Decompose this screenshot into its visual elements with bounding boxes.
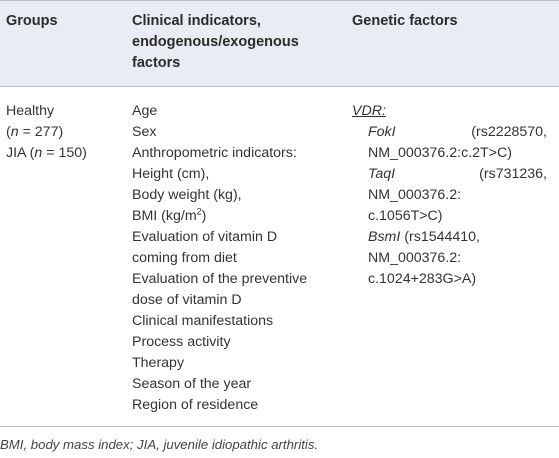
groups-column: Healthy (n = 277) JIA (n = 150) <box>6 101 87 164</box>
variant-bsml-nm2: c.1024+283G>A) <box>368 271 477 287</box>
clinical-item: Region of residence <box>132 397 259 413</box>
variant-bsml-nm1: NM_000376.2: <box>368 250 462 266</box>
clinical-item: Anthropometric indicators: <box>132 145 297 161</box>
genetic-column: VDR: FokI (rs2228570, NM_000376.2:c.2T>C… <box>352 101 547 290</box>
header-clinical-line1: Clinical indicators, <box>132 13 261 29</box>
clinical-item: Season of the year <box>132 376 252 392</box>
variant-taql-row: TaqI (rs731236, <box>368 164 547 185</box>
clinical-item-bmi: BMI (kg/m2) <box>132 206 207 224</box>
header-genetic: Genetic factors <box>352 13 458 29</box>
variant-taql-name: TaqI <box>368 166 396 182</box>
header-clinical-line2: endogenous/exogenous <box>132 34 299 50</box>
clinical-item: coming from diet <box>132 250 237 266</box>
variant-fokl-name: FokI <box>368 124 396 140</box>
group-healthy-label: Healthy <box>6 103 55 119</box>
variant-fokl-nm: NM_000376.2:c.2T>C) <box>368 145 512 161</box>
clinical-item: dose of vitamin D <box>132 292 242 308</box>
clinical-item: Age <box>132 103 158 119</box>
group-healthy-n: (n = 277) <box>6 124 64 140</box>
header-clinical-line3: factors <box>132 55 181 71</box>
variant-bsml-row: BsmI (rs1544410, <box>368 227 547 248</box>
table-bottom-rule <box>0 426 559 427</box>
clinical-item: Sex <box>132 124 157 140</box>
clinical-item: Body weight (kg), <box>132 187 242 203</box>
variant-bsml-name: BsmI <box>368 229 401 245</box>
header-divider <box>0 86 559 87</box>
clinical-item: Therapy <box>132 355 185 371</box>
clinical-item: Height (cm), <box>132 166 210 182</box>
header-clinical: Clinical indicators, endogenous/exogenou… <box>132 11 299 74</box>
clinical-item: Process activity <box>132 334 231 350</box>
table-footnote: BMI, body mass index; JIA, juvenile idio… <box>0 437 319 452</box>
variant-taql-rs: (rs731236, <box>479 166 547 182</box>
group-jia: JIA (n = 150) <box>6 145 87 161</box>
variant-bsml-rs: (rs1544410, <box>404 229 480 245</box>
variant-taql-nm2: c.1056T>C) <box>368 208 443 224</box>
variant-fokl-rs: (rs2228570, <box>471 124 547 140</box>
clinical-item: Clinical manifestations <box>132 313 274 329</box>
clinical-item: Evaluation of the preventive <box>132 271 308 287</box>
table-header-band <box>0 0 559 87</box>
variant-taql-nm1: NM_000376.2: <box>368 187 462 203</box>
header-groups: Groups <box>6 13 58 29</box>
clinical-column: Age Sex Anthropometric indicators: Heigh… <box>132 101 307 416</box>
clinical-item: Evaluation of vitamin D <box>132 229 278 245</box>
variant-fokl-row: FokI (rs2228570, <box>368 122 547 143</box>
gene-vdr: VDR: <box>352 103 386 119</box>
